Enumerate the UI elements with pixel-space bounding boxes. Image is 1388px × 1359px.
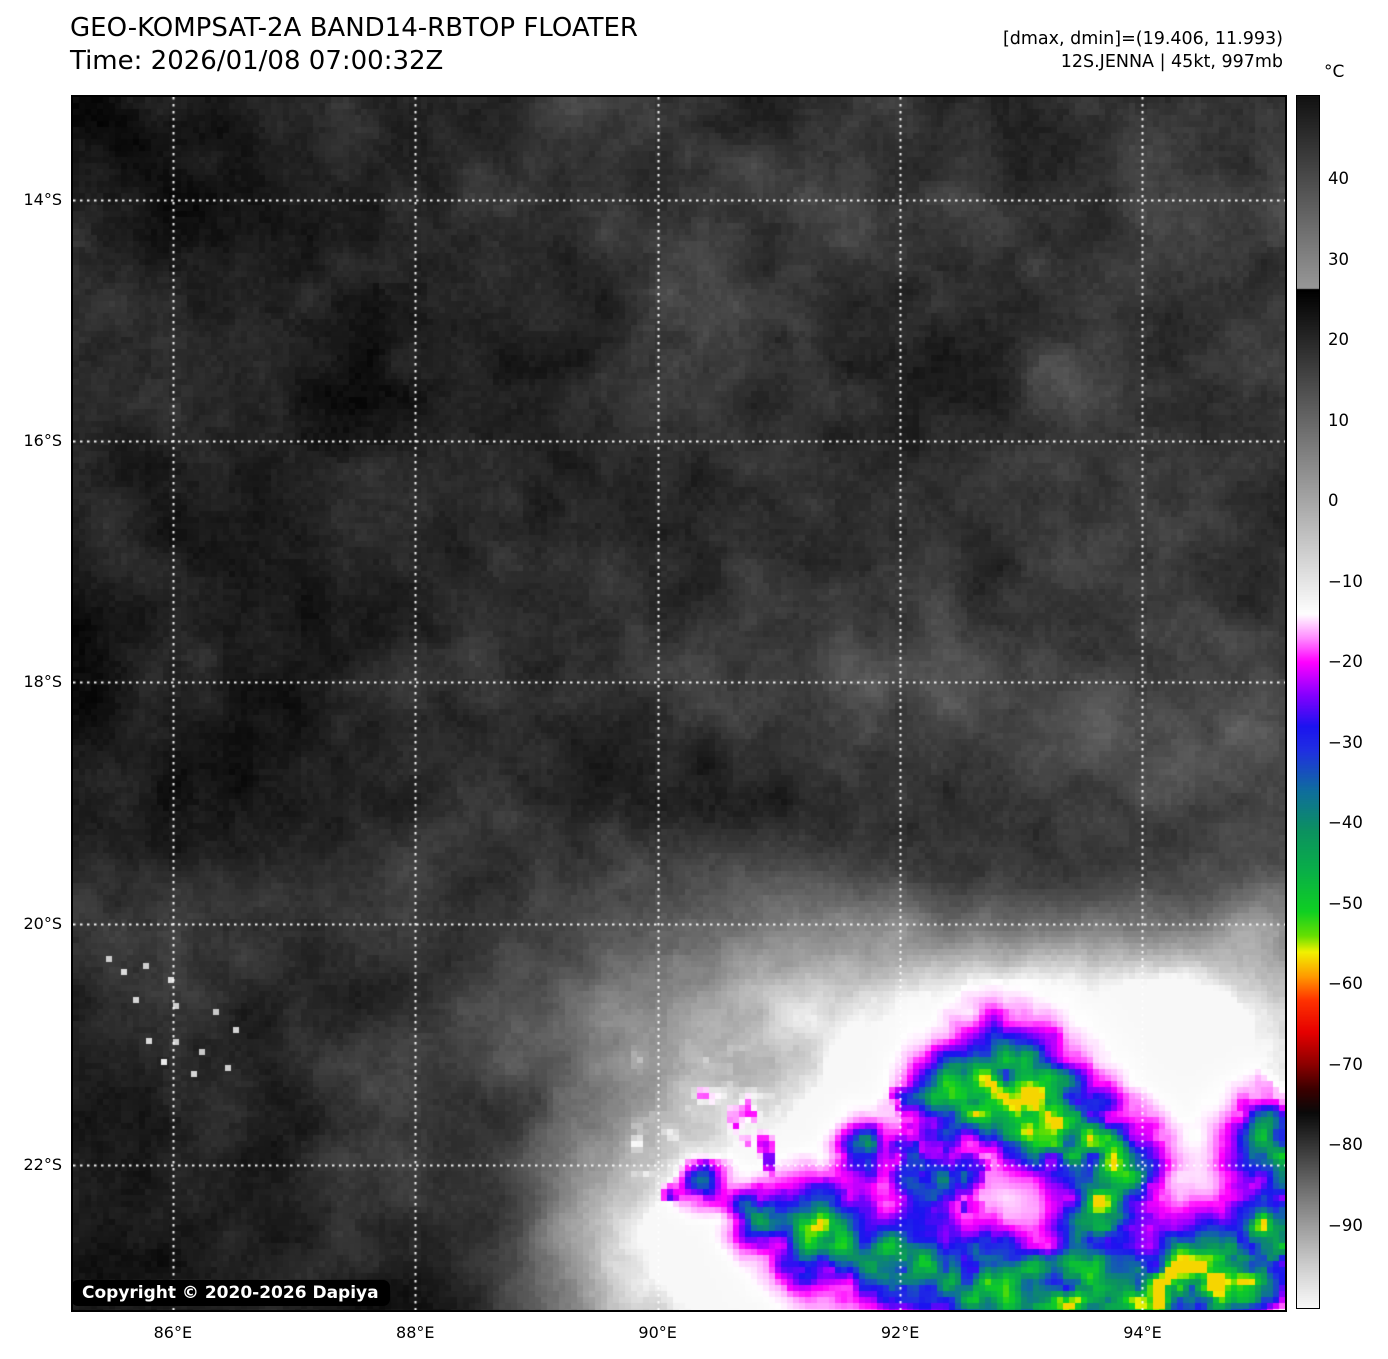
colorbar-tick-label: −80 <box>1328 1135 1363 1155</box>
lon-tick-label: 94°E <box>1123 1323 1162 1342</box>
satellite-imagery-canvas <box>73 97 1285 1310</box>
colorbar-tick-label: −20 <box>1328 652 1363 672</box>
title-block: GEO-KOMPSAT-2A BAND14-RBTOP FLOATER Time… <box>70 12 638 78</box>
colorbar-tick-label: −90 <box>1328 1215 1363 1235</box>
colorbar-tick-label: 20 <box>1328 330 1349 350</box>
colorbar-tick-label: 30 <box>1328 249 1349 269</box>
info-block: [dmax, dmin]=(19.406, 11.993) 12S.JENNA … <box>1003 28 1283 74</box>
lat-tick-label: 18°S <box>23 672 62 692</box>
colorbar-unit-label: °C <box>1324 62 1345 82</box>
copyright-badge: Copyright © 2020-2026 Dapiya <box>71 1280 390 1306</box>
satellite-map-frame: Copyright © 2020-2026 Dapiya <box>71 95 1287 1312</box>
product-title: GEO-KOMPSAT-2A BAND14-RBTOP FLOATER <box>70 13 638 43</box>
lon-tick-label: 88°E <box>396 1323 435 1342</box>
dmax-dmin-readout: [dmax, dmin]=(19.406, 11.993) <box>1002 29 1283 49</box>
product-time: Time: 2026/01/08 07:00:32Z <box>70 46 444 76</box>
colorbar-tick-label: 0 <box>1328 491 1339 511</box>
lon-tick-label: 92°E <box>880 1323 920 1342</box>
colorbar-tick-label: −30 <box>1328 732 1363 752</box>
colorbar-tick-label: −10 <box>1328 571 1363 591</box>
colorbar-tick-label: 10 <box>1328 410 1349 430</box>
lat-tick-label: 14°S <box>23 189 62 209</box>
colorbar-gradient-canvas <box>1297 96 1319 1308</box>
colorbar-tick-label: −50 <box>1328 893 1363 913</box>
lon-tick-label: 90°E <box>638 1323 677 1342</box>
lat-tick-label: 20°S <box>23 913 62 933</box>
lon-tick-label: 86°E <box>153 1323 193 1342</box>
colorbar-tick-label: 40 <box>1328 169 1349 189</box>
storm-info: 12S.JENNA | 45kt, 997mb <box>1060 52 1283 72</box>
colorbar-tick-label: −60 <box>1328 974 1363 994</box>
colorbar <box>1296 95 1320 1309</box>
colorbar-tick-label: −70 <box>1328 1054 1363 1074</box>
colorbar-tick-label: −40 <box>1328 813 1363 833</box>
lat-tick-label: 16°S <box>23 430 62 450</box>
lat-tick-label: 22°S <box>23 1155 62 1175</box>
